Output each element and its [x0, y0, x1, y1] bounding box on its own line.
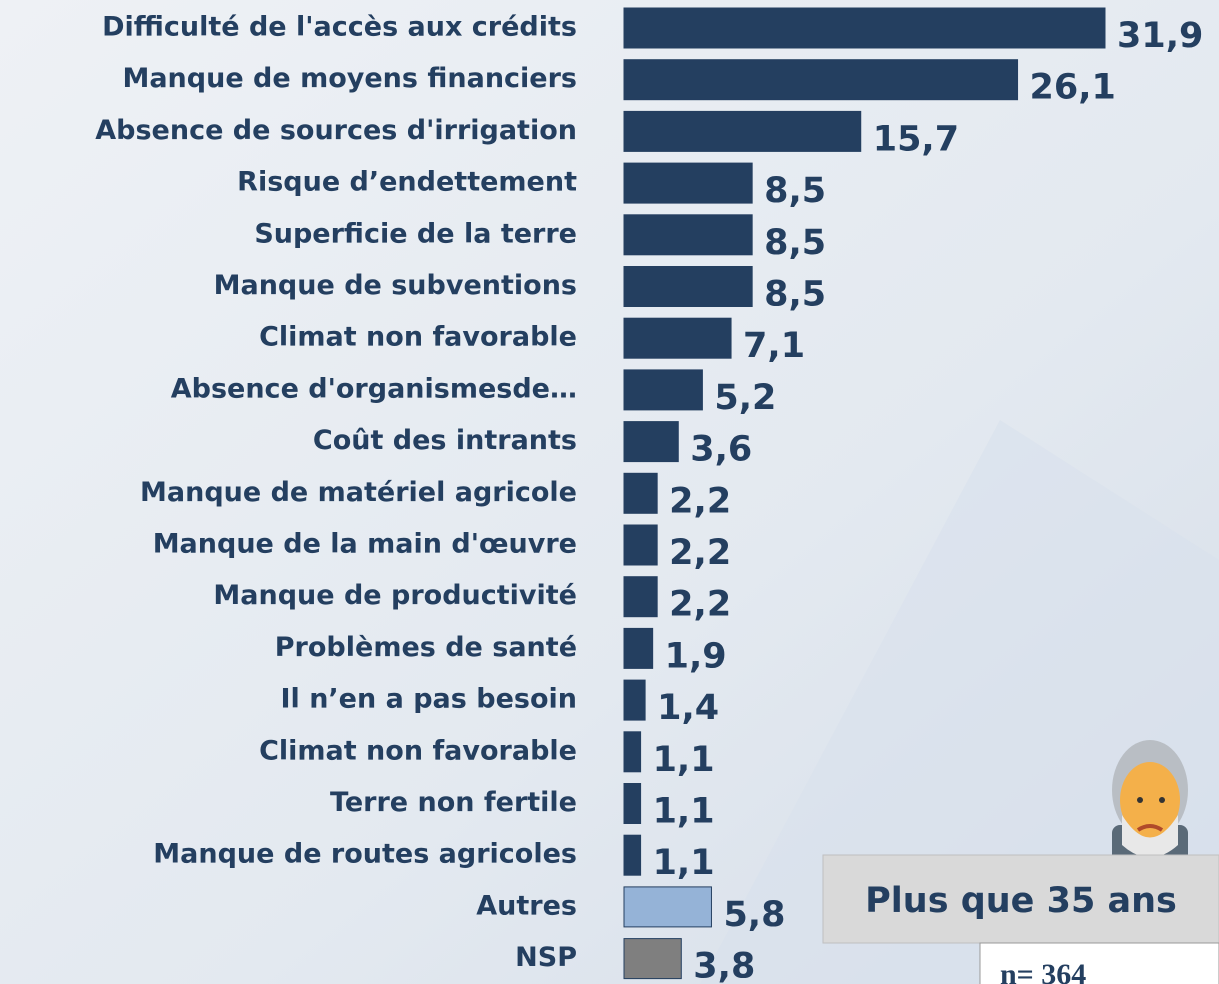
bar [624, 628, 653, 668]
bar [624, 732, 641, 772]
bar [624, 267, 752, 307]
bar [624, 111, 861, 151]
value-label: 1,1 [653, 792, 715, 832]
category-label: Superficie de la terre [254, 218, 577, 249]
value-label: 2,2 [669, 585, 731, 625]
bar [624, 835, 641, 875]
bar [624, 939, 681, 979]
bar [624, 525, 657, 565]
value-label: 8,5 [764, 275, 826, 315]
annotation: Plus que 35 ans [865, 881, 1177, 921]
icon [1112, 740, 1188, 865]
value-label: 3,8 [693, 947, 755, 984]
bar [624, 577, 657, 617]
value-label: 8,5 [764, 223, 826, 263]
value-label: 2,2 [669, 481, 731, 521]
bar [624, 163, 752, 203]
bar [624, 680, 645, 720]
bar [624, 473, 657, 513]
bar [624, 370, 702, 410]
value-label: 1,4 [657, 688, 719, 728]
bar [624, 215, 752, 255]
category-label: Problèmes de santé [275, 632, 577, 663]
annotation: n= 364 [1000, 958, 1086, 984]
value-label: 15,7 [873, 119, 959, 159]
value-label: 5,2 [714, 378, 776, 418]
bar [624, 8, 1105, 48]
category-label: Manque de la main d'œuvre [153, 529, 577, 560]
category-label: Manque de routes agricoles [153, 839, 577, 870]
value-label: 1,1 [653, 740, 715, 780]
value-label: 8,5 [764, 171, 826, 211]
value-label: 1,1 [653, 843, 715, 883]
value-label: 31,9 [1117, 16, 1203, 56]
category-label: Coût des intrants [313, 425, 577, 456]
category-label: NSP [515, 942, 577, 973]
category-label: Il n’en a pas besoin [281, 684, 578, 715]
chart: Plus que 35 ans n= 364 Difficulté de l'a… [0, 0, 1219, 984]
category-label: Manque de subventions [214, 270, 577, 301]
value-label: 2,2 [669, 533, 731, 573]
category-label: Climat non favorable [259, 322, 577, 353]
category-label: Terre non fertile [330, 787, 577, 818]
category-label: Manque de productivité [213, 580, 577, 611]
category-label: Manque de moyens financiers [122, 63, 577, 94]
category-label: Climat non favorable [259, 735, 577, 766]
bar [624, 318, 731, 358]
category-label: Absence d'organismesde… [171, 373, 577, 404]
value-label: 5,8 [723, 895, 785, 935]
category-label: Risque d’endettement [237, 167, 577, 198]
bar [624, 422, 678, 462]
category-label: Autres [476, 890, 577, 921]
category-label: Manque de matériel agricole [140, 477, 577, 508]
value-label: 3,6 [690, 430, 752, 470]
category-label: Difficulté de l'accès aux crédits [102, 12, 577, 43]
value-label: 7,1 [743, 326, 805, 366]
bar [624, 784, 641, 824]
value-label: 26,1 [1030, 68, 1116, 108]
bar [624, 60, 1018, 100]
category-label: Absence de sources d'irrigation [95, 115, 577, 146]
value-label: 1,9 [665, 636, 727, 676]
bar [624, 887, 711, 927]
